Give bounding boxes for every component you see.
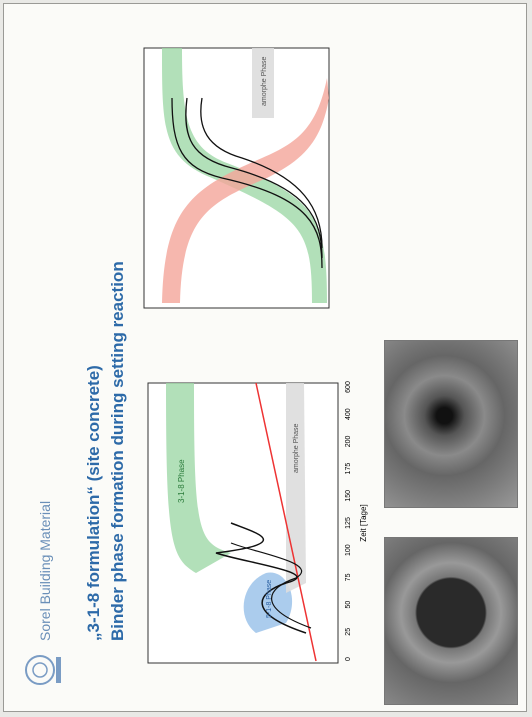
slide-subtitle: Binder phase formation during setting re… (108, 261, 127, 641)
x-axis-label: Zeit [Tage] (359, 504, 368, 541)
curve (230, 542, 312, 629)
brand: Sorel Building Material (37, 500, 53, 641)
x-tick-label: 150 (345, 490, 352, 502)
x-tick-label: 100 (345, 544, 352, 556)
band-blue (243, 572, 293, 633)
curve (200, 97, 323, 249)
left-chart: 3-1-8 Phase 5-1-8 Phase amorphe Phase 0 2… (147, 381, 368, 664)
x-tick-label: 25 (345, 628, 352, 636)
curve (215, 522, 307, 634)
band-gray (286, 383, 306, 593)
x-tick-label: 75 (345, 573, 352, 581)
x-tick-label: 0 (345, 657, 352, 661)
band-gray (252, 48, 274, 118)
logo (25, 655, 61, 685)
x-tick-label: 600 (345, 381, 352, 393)
logo-ring (32, 662, 48, 678)
series-label: 5-1-8 Phase (266, 580, 273, 618)
page: Sorel Building Material „3-1-8 formulati… (3, 3, 527, 712)
x-ticks: 0 25 50 75 100 125 150 175 200 400 600 (345, 381, 352, 661)
series-label: amorphe Phase (261, 56, 268, 106)
series-label: 3-1-8 Phase (177, 459, 186, 503)
x-tick-label: 175 (345, 463, 352, 475)
slide: Sorel Building Material „3-1-8 formulati… (4, 4, 526, 711)
logo-bar (56, 657, 61, 683)
x-tick-label: 200 (345, 435, 352, 447)
x-tick-label: 400 (345, 408, 352, 420)
red-line (255, 382, 317, 662)
band-green (166, 383, 231, 573)
logo-ring (25, 655, 55, 685)
curve (171, 97, 323, 269)
slide-title: „3-1-8 formulation“ (site concrete) (84, 365, 103, 641)
right-chart: amorphe Phase (143, 47, 330, 309)
series-label: amorphe Phase (293, 423, 300, 473)
band-red (162, 78, 329, 303)
x-tick-label: 50 (345, 601, 352, 609)
curve (185, 97, 323, 259)
micrograph (384, 340, 518, 508)
x-tick-label: 125 (345, 517, 352, 529)
micrograph (384, 537, 518, 705)
